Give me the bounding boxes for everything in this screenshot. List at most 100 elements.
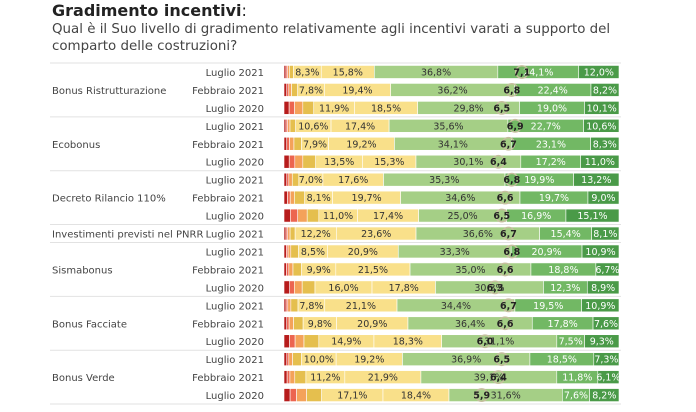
bar-segment [294, 334, 305, 349]
segment-value-label: 11,0% [585, 157, 615, 168]
mean-value-label: 5,9 [473, 391, 490, 402]
segment-value-label: 33,3% [440, 247, 470, 258]
segment-value-label: 7,5% [559, 337, 583, 348]
period-label: Luglio 2021 [206, 68, 264, 79]
bar-segment [292, 262, 302, 277]
bar-segment [587, 190, 620, 205]
period-label: Luglio 2021 [206, 301, 264, 312]
segment-value-label: 21,5% [358, 265, 388, 276]
mean-value-label: 6,7 [500, 301, 517, 312]
bar-segment [581, 298, 620, 313]
bar-segment [293, 316, 304, 331]
segment-value-label: 9,9% [307, 265, 331, 276]
period-label: Luglio 2020 [206, 104, 264, 115]
segment-value-label: 7,8% [299, 85, 323, 96]
bar-segment [578, 65, 620, 79]
bar-segment [288, 352, 293, 366]
segment-value-label: 36,4% [455, 319, 485, 330]
bar-segment [286, 316, 290, 331]
bar-segment [306, 388, 322, 402]
segment-value-label: 12,0% [584, 67, 614, 78]
segment-value-label: 17,8% [548, 319, 578, 330]
group-label: Bonus Ristrutturazione [52, 86, 166, 97]
bar-segment [290, 298, 299, 313]
segment-value-label: 11,0% [323, 211, 353, 222]
segment-value-label: 18,5% [371, 103, 401, 114]
segment-value-label: 19,2% [346, 139, 376, 150]
bar-segment [592, 316, 620, 331]
segment-value-label: 14,9% [331, 337, 361, 348]
bar-segment [288, 172, 293, 187]
chart-title-text: Gradimento incentivi [52, 1, 242, 20]
bar-segment [597, 370, 620, 384]
segment-value-label: 7,3% [594, 355, 618, 366]
bar-segment [283, 136, 288, 151]
period-label: Luglio 2021 [206, 247, 264, 258]
bar-segment [583, 119, 620, 133]
segment-value-label: 25,0% [447, 211, 477, 222]
segment-value-label: 10,9% [585, 247, 615, 258]
group-label: Sismabonus [52, 265, 113, 276]
segment-value-label: 20,9% [348, 247, 378, 258]
segment-value-label: 11,9% [319, 103, 349, 114]
mean-marker [501, 298, 516, 313]
mean-value-label: 6,4 [490, 373, 507, 384]
mean-value-label: 6,9 [507, 121, 524, 132]
segment-value-label: 18,3% [393, 337, 423, 348]
bar-segment [283, 83, 288, 97]
bar-segment [573, 172, 620, 187]
bar-segment [283, 334, 290, 349]
segment-value-label: 39,1% [474, 373, 504, 384]
segment-value-label: 36,2% [437, 85, 467, 96]
bar-segment [291, 83, 298, 97]
mean-marker [491, 370, 506, 385]
segment-value-label: 21,1% [346, 301, 376, 312]
period-label: Luglio 2020 [206, 391, 264, 402]
bar-segment [306, 208, 320, 223]
segment-value-label: 8,2% [593, 85, 617, 96]
mean-value-label: 6,8 [503, 247, 520, 258]
mean-value-label: 6,4 [490, 157, 507, 168]
segment-value-label: 17,4% [373, 211, 403, 222]
period-label: Luglio 2020 [206, 283, 264, 294]
segment-value-label: 16,9% [521, 211, 551, 222]
segment-value-label: 17,1% [337, 391, 367, 402]
mean-value-label: 6,5 [493, 103, 510, 114]
segment-value-label: 7,8% [299, 301, 323, 312]
period-label: Febbraio 2021 [192, 194, 264, 205]
segment-value-label: 34,1% [438, 139, 468, 150]
segment-value-label: 9,0% [591, 193, 615, 204]
bar-segment [595, 262, 620, 277]
bar-segment [289, 334, 296, 349]
mean-value-label: 6,0 [477, 337, 494, 348]
mean-marker [508, 118, 523, 133]
segment-value-label: 6,7% [595, 265, 619, 276]
mean-value-label: 6,6 [497, 265, 514, 276]
segment-value-label: 17,6% [338, 175, 368, 186]
bar-segment [289, 226, 296, 241]
bar-segment [290, 208, 299, 223]
bar-segment [290, 244, 299, 259]
bar-segment [283, 208, 291, 223]
segment-value-label: 21,9% [368, 373, 398, 384]
segment-value-label: 19,4% [342, 85, 372, 96]
mean-marker [514, 65, 529, 79]
bar-segment [288, 101, 295, 115]
bar-segment [287, 244, 292, 259]
mean-value-label: 6,6 [497, 319, 514, 330]
segment-value-label: 13,5% [324, 157, 354, 168]
segment-value-label: 8,5% [301, 247, 325, 258]
segment-value-label: 8,9% [591, 283, 615, 294]
mean-value-label: 6,7 [500, 139, 517, 150]
mean-marker [501, 226, 516, 241]
chart-title: Gradimento incentivi: [52, 1, 247, 20]
segment-value-label: 35,0% [455, 265, 485, 276]
segment-value-label: 9,3% [590, 337, 614, 348]
mean-marker [494, 352, 509, 367]
segment-value-label: 30,1% [453, 157, 483, 168]
segment-value-label: 8,2% [592, 391, 616, 402]
chart-title-colon: : [241, 1, 247, 20]
segment-value-label: 17,2% [536, 157, 566, 168]
period-label: Luglio 2020 [206, 337, 264, 348]
mean-marker [478, 334, 492, 349]
